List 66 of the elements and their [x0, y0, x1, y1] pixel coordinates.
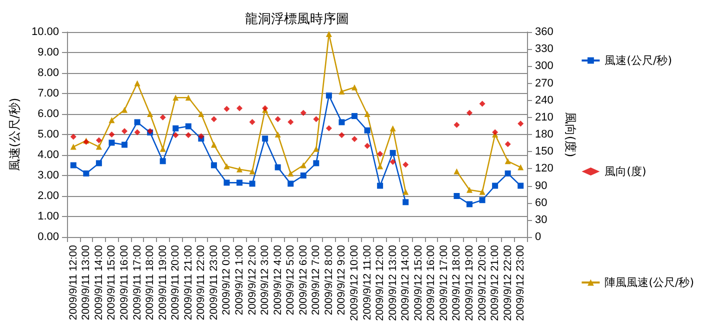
x-tick-label: 2009/9/11 14:00 [92, 244, 105, 320]
x-tick-label: 2009/9/12 0:00 [220, 244, 233, 316]
legend-label: 風向(度) [604, 165, 646, 178]
y2-tick-label: 90 [535, 180, 548, 192]
x-tick-label: 2009/9/12 10:00 [348, 244, 360, 321]
y2-tick-label: 150 [535, 146, 554, 158]
x-tick-label: 2009/9/12 14:00 [400, 244, 412, 321]
x-tick-label: 2009/9/12 6:00 [297, 244, 310, 316]
x-tick-label: 2009/9/12 20:00 [476, 244, 488, 321]
x-tick-label: 2009/9/12 22:00 [502, 244, 514, 321]
x-tick-label: 2009/9/12 15:00 [412, 244, 424, 321]
y-tick-label: 6.00 [38, 108, 59, 120]
x-tick-label: 2009/9/11 17:00 [131, 244, 144, 320]
y-tick-label: 1.00 [38, 210, 59, 222]
x-tick-label: 2009/9/12 4:00 [272, 244, 284, 316]
x-tick-label: 2009/9/11 19:00 [156, 244, 169, 320]
x-tick-label: 2009/9/12 3:00 [259, 244, 272, 316]
y-tick-label: 0.00 [38, 231, 59, 243]
y-tick-label: 5.00 [38, 128, 59, 140]
y2-axis-title: 風向(度) [563, 112, 578, 158]
x-tick-label: 2009/9/12 16:00 [425, 244, 438, 321]
x-tick-label: 2009/9/11 23:00 [208, 244, 220, 320]
chart-title: 龍洞浮標風時序圖 [245, 11, 349, 27]
y-tick-label: 3.00 [38, 170, 59, 182]
x-tick-label: 2009/9/11 16:00 [118, 244, 130, 320]
y2-tick-label: 120 [535, 162, 554, 175]
y2-tick-label: 180 [535, 128, 554, 140]
y-tick-label: 9.00 [38, 46, 59, 58]
x-tick-label: 2009/9/11 22:00 [195, 244, 208, 320]
x-tick-label: 2009/9/12 18:00 [450, 244, 463, 321]
x-tick-label: 2009/9/12 19:00 [464, 244, 476, 321]
y-tick-label: 4.00 [38, 149, 59, 161]
y-tick-label: 7.00 [38, 88, 59, 100]
x-tick-label: 2009/9/12 17:00 [438, 244, 450, 321]
x-tick-label: 2009/9/11 13:00 [80, 244, 92, 320]
x-tick-label: 2009/9/12 12:00 [374, 244, 386, 321]
x-tick-label: 2009/9/11 12:00 [67, 244, 80, 320]
x-tick-label: 2009/9/12 2:00 [246, 244, 258, 316]
x-tick-label: 2009/9/12 9:00 [336, 244, 348, 316]
y-tick-label: 10.00 [31, 26, 59, 38]
y-tick-label: 8.00 [38, 67, 59, 79]
y2-tick-label: 60 [535, 196, 548, 209]
x-tick-label: 2009/9/11 21:00 [182, 244, 194, 320]
legend-label: 陣風風速(公尺/秒) [604, 276, 694, 289]
y2-tick-label: 330 [535, 43, 554, 56]
y2-tick-label: 240 [535, 94, 554, 106]
x-tick-label: 2009/9/12 11:00 [361, 244, 374, 320]
legend-label: 風速(公尺/秒) [604, 54, 672, 67]
y-axis-title: 風速(公尺/秒) [8, 98, 22, 172]
x-tick-label: 2009/9/12 21:00 [489, 244, 502, 321]
x-tick-label: 2009/9/11 15:00 [106, 244, 118, 320]
y2-tick-label: 0 [535, 231, 542, 243]
y2-tick-label: 300 [535, 60, 554, 72]
y2-tick-label: 30 [535, 214, 548, 226]
y-tick-label: 2.00 [38, 190, 59, 202]
y2-tick-label: 360 [535, 26, 554, 38]
x-tick-label: 2009/9/12 8:00 [322, 244, 335, 316]
y2-tick-label: 270 [535, 77, 554, 90]
y2-tick-label: 210 [535, 111, 554, 124]
x-tick-label: 2009/9/12 1:00 [234, 244, 246, 316]
x-tick-label: 2009/9/11 18:00 [144, 244, 156, 320]
x-tick-label: 2009/9/12 5:00 [284, 244, 297, 316]
x-tick-label: 2009/9/12 7:00 [310, 244, 322, 316]
x-tick-label: 2009/9/11 20:00 [170, 244, 182, 320]
x-tick-label: 2009/9/12 13:00 [386, 244, 399, 321]
x-tick-label: 2009/9/12 23:00 [514, 244, 527, 321]
